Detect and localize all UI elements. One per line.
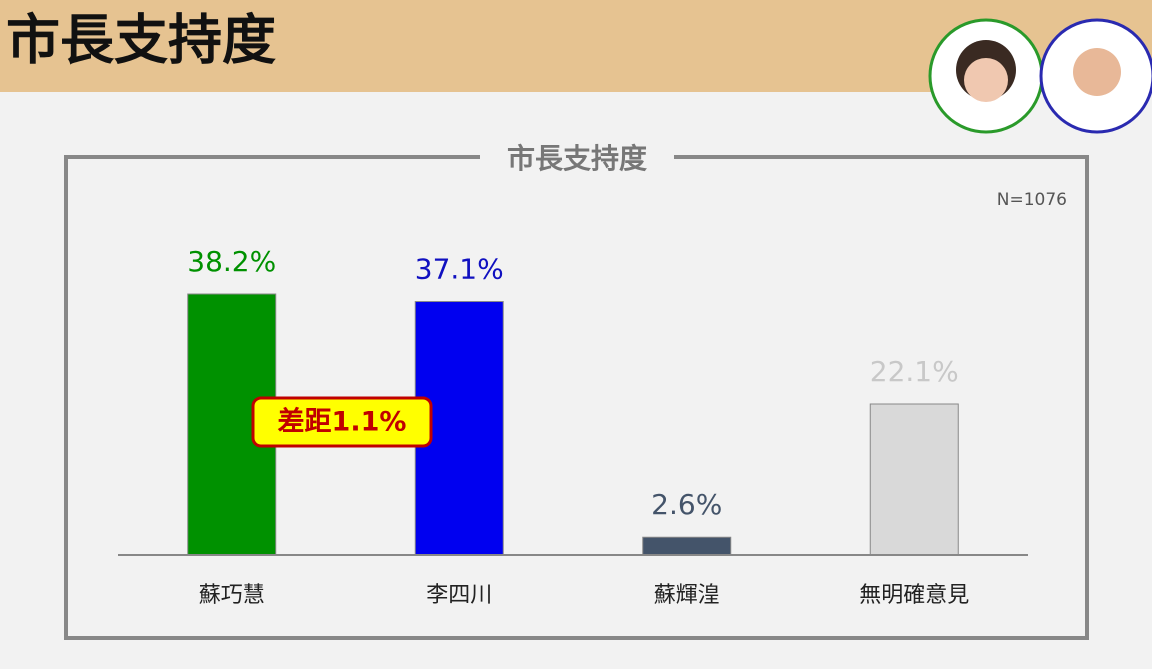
bar [642,536,732,556]
plot: 38.2% 蘇巧慧 37.1% 李四川 2.6% 蘇輝湟 22.1% 無明確意見 [187,245,969,608]
photo-face [1073,48,1121,96]
sample-size: N=1076 [997,190,1067,210]
category-label: 蘇輝湟 [654,583,720,608]
value-label: 38.2% [187,245,276,278]
value-label: 22.1% [870,355,959,388]
value-label: 37.1% [415,253,504,286]
category-label: 李四川 [426,583,492,608]
category-label: 無明確意見 [859,583,969,608]
chart-title: 市長支持度 [507,142,647,175]
header-title: 市長支持度 [6,9,276,72]
title-gap [480,140,674,176]
value-label: 2.6% [651,488,722,521]
bar [869,403,959,556]
annotation-box [251,396,433,448]
category-label: 蘇巧慧 [199,583,265,608]
annotation: 差距1.1% [278,406,407,438]
photo-face [964,58,1008,102]
